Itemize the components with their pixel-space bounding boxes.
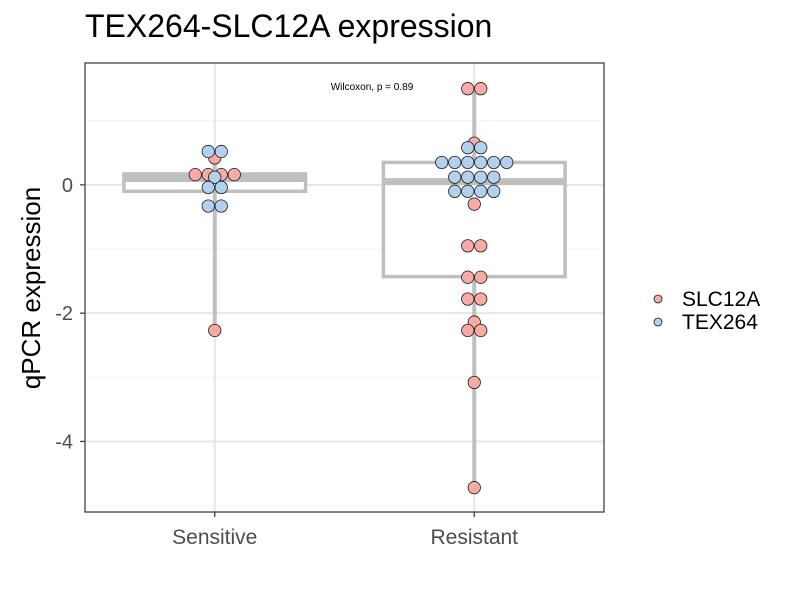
data-points: [188, 82, 514, 495]
legend-key: [653, 294, 663, 304]
legend-label: TEX264: [682, 311, 758, 334]
data-point-tex264: [487, 170, 501, 184]
data-point-tex264: [461, 155, 475, 170]
data-point-slc12a: [461, 82, 475, 96]
data-point-slc12a: [461, 239, 475, 253]
data-point-slc12a: [474, 82, 488, 96]
data-point-slc12a: [474, 239, 488, 253]
data-point-slc12a: [188, 168, 202, 182]
y-tick-label: -2: [55, 303, 73, 325]
grid: [85, 63, 604, 512]
data-point-tex264: [474, 141, 488, 155]
data-point-slc12a: [461, 270, 475, 284]
data-point-tex264: [201, 199, 215, 213]
data-point-tex264: [448, 170, 462, 184]
data-point-tex264: [500, 155, 514, 170]
series-slc12a: [188, 82, 488, 495]
data-point-tex264: [201, 144, 215, 159]
legend-label: SLC12A: [682, 288, 760, 311]
y-tick-label: -4: [55, 431, 73, 453]
data-point-slc12a: [227, 168, 241, 182]
data-point-tex264: [448, 184, 462, 198]
boxplots: [122, 88, 567, 488]
data-point-slc12a: [208, 323, 222, 338]
data-point-slc12a: [474, 292, 488, 306]
y-axis-label: qPCR expression: [16, 187, 46, 389]
legend-item-tex264: TEX264: [653, 311, 758, 334]
data-point-tex264: [474, 184, 488, 198]
axes: -4 -2 0 Sensitive Resistant: [55, 175, 518, 549]
data-point-tex264: [214, 180, 228, 195]
data-point-tex264: [474, 155, 488, 170]
boxplot-resistant: [381, 88, 567, 488]
data-point-tex264: [461, 170, 475, 184]
stat-annotation: Wilcoxon, p = 0.89: [331, 82, 414, 93]
data-point-slc12a: [467, 197, 481, 211]
data-point-slc12a: [474, 270, 488, 284]
data-point-slc12a: [467, 375, 481, 390]
panel-border: [84, 62, 605, 513]
data-point-tex264: [474, 170, 488, 184]
x-tick-label: Resistant: [430, 526, 518, 549]
data-point-slc12a: [461, 323, 475, 338]
data-point-tex264: [214, 199, 228, 213]
data-point-slc12a: [461, 292, 475, 306]
data-point-tex264: [461, 184, 475, 198]
data-point-slc12a: [467, 481, 481, 495]
y-tick-label: 0: [62, 175, 73, 197]
data-point-tex264: [487, 155, 501, 170]
data-point-tex264: [448, 155, 462, 170]
legend-key: [653, 317, 663, 327]
data-point-tex264: [214, 144, 228, 159]
data-point-tex264: [208, 170, 222, 184]
data-point-slc12a: [474, 323, 488, 338]
data-point-tex264: [487, 184, 501, 198]
legend-item-slc12a: SLC12A: [653, 288, 760, 311]
chart-title: TEX264-SLC12A expression: [85, 8, 493, 44]
series-tex264: [201, 141, 514, 213]
x-tick-label: Sensitive: [172, 526, 257, 549]
data-point-tex264: [201, 180, 215, 195]
data-point-tex264: [435, 155, 449, 170]
data-point-tex264: [461, 141, 475, 155]
